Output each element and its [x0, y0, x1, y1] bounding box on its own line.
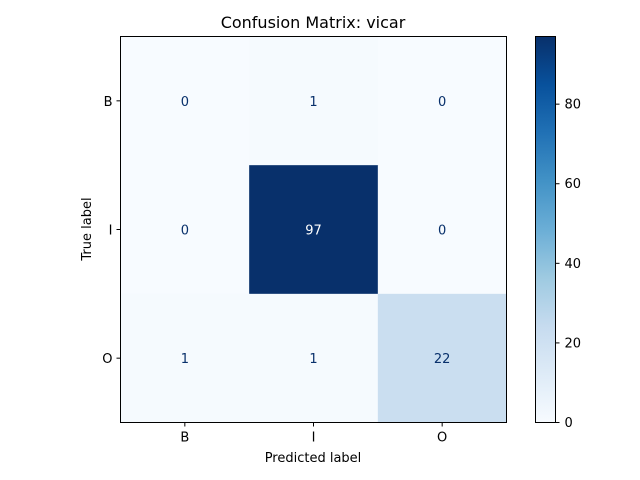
x-axis-label: Predicted label	[265, 451, 362, 466]
heatmap-cell-labels: 0 1 00 97 01 1 22	[181, 95, 451, 367]
colorbar-ticks: 0 20 40 60 80	[555, 98, 582, 431]
heatmap-cell	[120, 165, 250, 295]
cell-value-label: 1	[309, 352, 317, 367]
y-axis-ticks: B I O	[102, 95, 121, 367]
y-tick-label: O	[102, 352, 112, 367]
heatmap-cell	[249, 36, 379, 166]
cell-value-label: 0	[181, 95, 189, 110]
heatmap-cell	[120, 293, 250, 423]
cell-value-label: 0	[181, 224, 189, 239]
colorbar-tick-label: 0	[565, 416, 573, 431]
x-tick-label: I	[312, 431, 316, 446]
cell-value-label: 97	[305, 224, 322, 239]
cell-value-label: 1	[181, 352, 189, 367]
y-tick-label: I	[109, 224, 113, 239]
cell-value-label: 0	[438, 95, 446, 110]
cell-value-label: 1	[309, 95, 317, 110]
colorbar	[535, 36, 556, 423]
x-tick-label: O	[437, 431, 447, 446]
heatmap-cell	[377, 293, 507, 423]
chart-title: Confusion Matrix: vicar	[221, 13, 406, 32]
colorbar-tick-label: 40	[565, 257, 582, 272]
colorbar-tick-label: 20	[565, 336, 582, 351]
cell-value-label: 22	[434, 352, 451, 367]
heatmap-cell	[120, 36, 250, 166]
heatmap-cell	[377, 36, 507, 166]
y-axis-label: True label	[80, 197, 95, 261]
heatmap-cell	[377, 165, 507, 295]
x-tick-label: B	[180, 431, 189, 446]
colorbar-tick-label: 80	[565, 98, 582, 113]
heatmap-cell	[249, 293, 379, 423]
heatmap-cells	[120, 36, 507, 423]
y-tick-label: B	[104, 95, 113, 110]
heatmap-cell	[249, 165, 379, 295]
cell-value-label: 0	[438, 224, 446, 239]
colorbar-tick-label: 60	[565, 177, 582, 192]
